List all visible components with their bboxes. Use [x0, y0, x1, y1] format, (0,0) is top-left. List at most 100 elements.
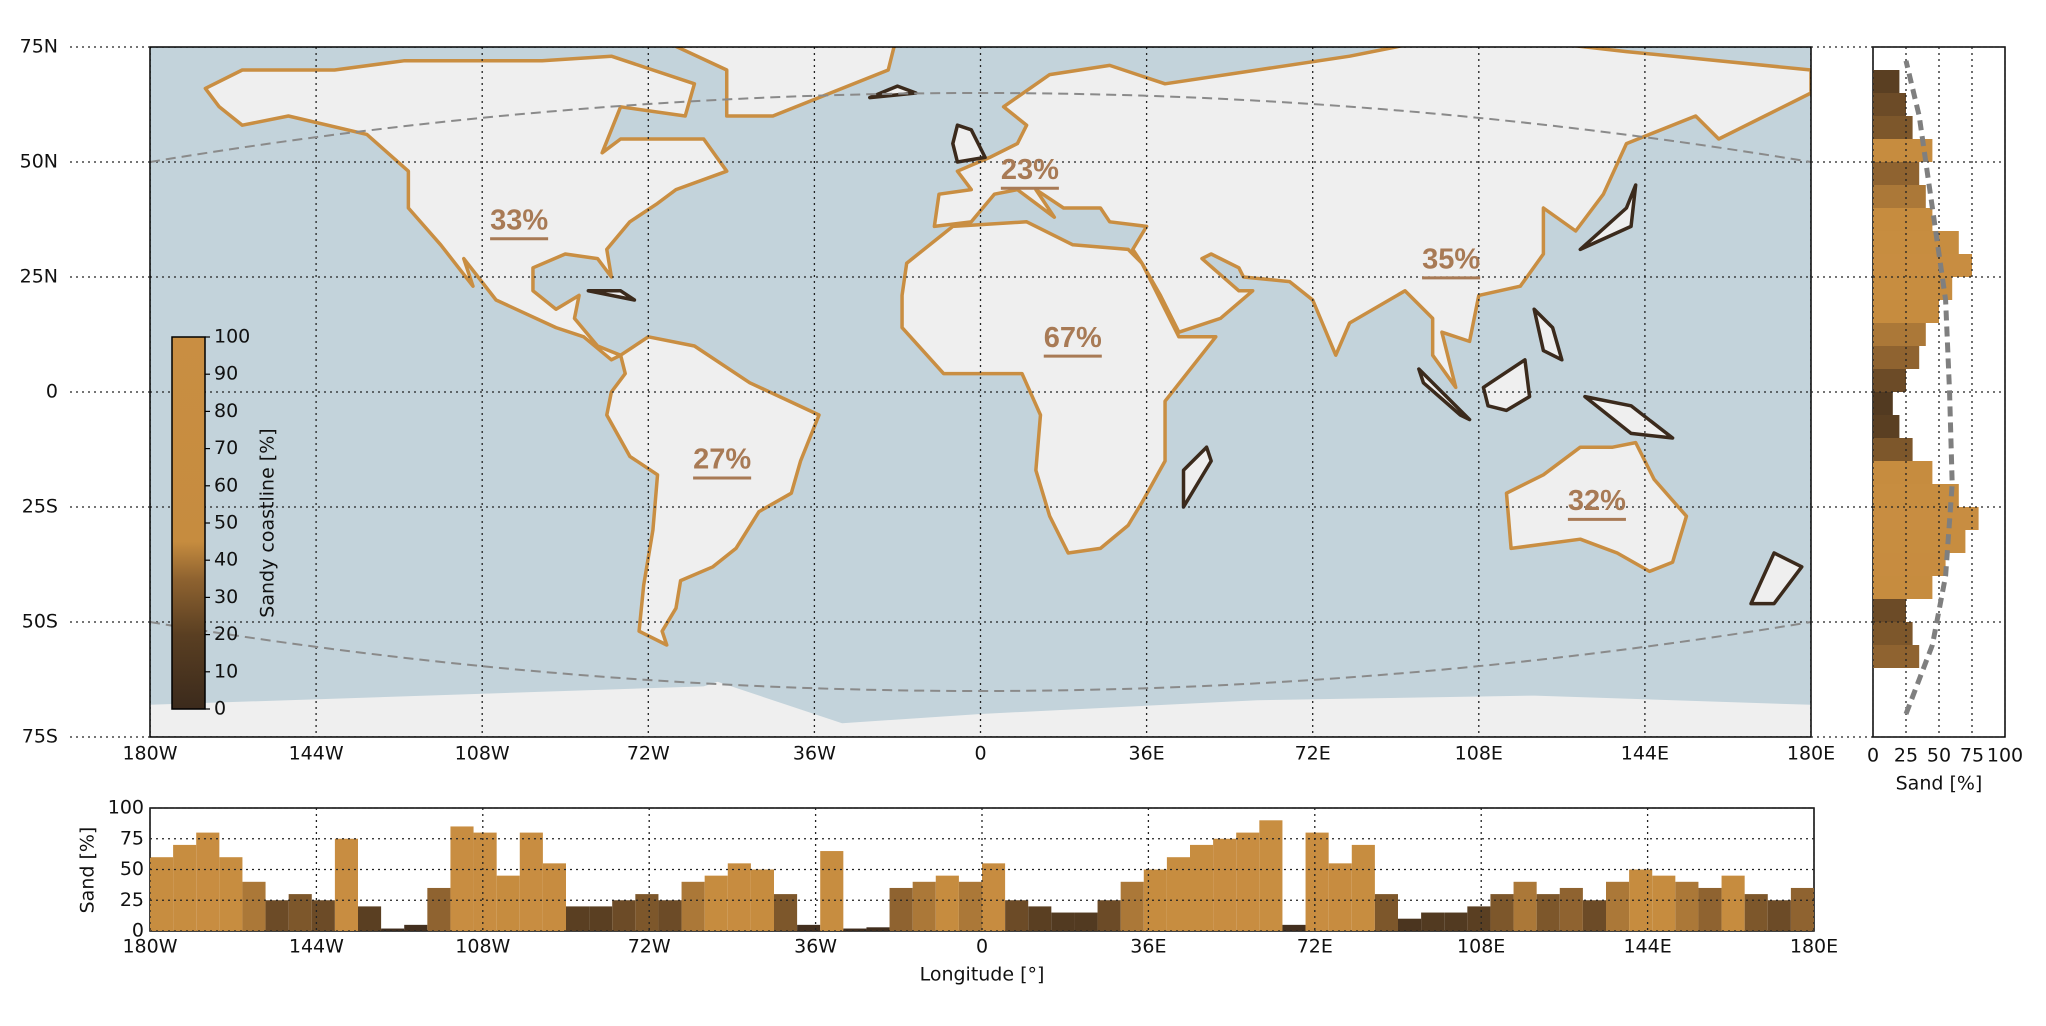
bar — [1398, 918, 1422, 931]
bar — [1582, 900, 1606, 931]
colorbar-tick-label: 70 — [214, 437, 238, 459]
bar — [704, 875, 728, 931]
map — [150, 47, 1811, 737]
colorbar-tick-label: 60 — [214, 474, 238, 496]
bar — [1467, 906, 1491, 931]
bar — [1698, 887, 1722, 931]
bar — [982, 863, 1006, 931]
x-tick-label: 25 — [1894, 745, 1918, 767]
bar — [1873, 231, 1959, 254]
bar — [1559, 887, 1583, 931]
bar — [1282, 924, 1306, 931]
colorbar — [171, 336, 206, 710]
bar — [542, 863, 566, 931]
bar — [473, 832, 497, 931]
bar — [681, 881, 705, 931]
bar — [1351, 844, 1375, 931]
colorbar-tick-label: 90 — [214, 363, 238, 385]
bar — [612, 900, 636, 931]
landmass — [605, 335, 821, 647]
x-tick-label: 36E — [1130, 936, 1166, 958]
dashed-curve — [150, 621, 1811, 692]
x-tick-label: 75 — [1960, 745, 1984, 767]
bar — [1120, 881, 1144, 931]
bar — [1873, 323, 1926, 346]
bar — [1051, 912, 1075, 931]
y-tick-label: 0 — [46, 381, 58, 403]
bar — [1328, 863, 1352, 931]
bar — [1873, 599, 1906, 622]
bar — [1305, 832, 1329, 931]
x-tick-label: 36W — [794, 936, 837, 958]
bar — [1873, 507, 1979, 530]
x-tick-label: 0 — [976, 936, 988, 958]
x-tick-label: 108W — [455, 936, 510, 958]
bar — [727, 863, 751, 931]
bar — [635, 894, 659, 931]
landmass — [1583, 394, 1675, 440]
x-tick-label: 72W — [627, 743, 670, 765]
colorbar-label: Sandy coastline [%] — [257, 428, 279, 617]
x-tick-label: 50 — [1927, 745, 1951, 767]
x-tick-label: 144W — [289, 936, 344, 958]
bar — [1873, 369, 1906, 392]
bar — [1873, 576, 1933, 599]
bar — [1097, 900, 1121, 931]
landmass — [1417, 367, 1472, 422]
bar — [889, 887, 913, 931]
bar — [1421, 912, 1445, 931]
bar — [1873, 139, 1933, 162]
landmass — [951, 123, 987, 164]
bar — [1790, 887, 1814, 931]
x-tick-label: 108E — [1455, 743, 1503, 765]
bar — [1873, 622, 1913, 645]
landmass — [1181, 445, 1213, 509]
bar — [1536, 894, 1560, 931]
landmass — [900, 220, 1218, 555]
bar — [1374, 894, 1398, 931]
region-share: 67% — [1044, 322, 1102, 354]
landmass — [586, 289, 637, 302]
bar — [1873, 254, 1972, 277]
bar — [1675, 881, 1699, 931]
y-tick-label: 100 — [108, 797, 144, 819]
bar — [196, 832, 220, 931]
histogram: 180W 144W 108W 72W 36W 0 36E 72E 108E 144E 180E 0 25… — [108, 797, 1838, 958]
map-grid — [150, 47, 1811, 737]
bar — [1074, 912, 1098, 931]
bar — [1873, 93, 1906, 116]
y-tick-label: 0 — [132, 920, 144, 942]
bar — [1513, 881, 1537, 931]
x-tick-label: 108W — [455, 743, 510, 765]
bar — [1721, 875, 1745, 931]
bar — [334, 838, 358, 931]
bar — [866, 927, 890, 931]
x-axis-label: Longitude [°] — [920, 964, 1045, 986]
colorbar-tick-label: 50 — [214, 512, 238, 534]
bar — [1652, 875, 1676, 931]
landmass — [1532, 307, 1564, 362]
bar — [658, 900, 682, 931]
bar — [1444, 912, 1468, 931]
colorbar-tick-label: 0 — [214, 698, 226, 720]
x-axis-label: Sand [%] — [1896, 773, 1983, 795]
y-tick-label: 25S — [22, 496, 58, 518]
bar — [1873, 162, 1920, 185]
x-tick-label: 144W — [289, 743, 344, 765]
y-tick-label: 50 — [120, 858, 144, 880]
bar — [496, 875, 520, 931]
x-tick-label: 108E — [1457, 936, 1505, 958]
bar — [173, 844, 197, 931]
bar — [242, 881, 266, 931]
bar — [820, 851, 844, 931]
bar — [311, 900, 335, 931]
colorbar-tick-label: 80 — [214, 400, 238, 422]
bar — [1873, 530, 1966, 553]
bar — [1873, 484, 1959, 507]
landmass — [1481, 358, 1532, 413]
colorbar-tick-label: 10 — [214, 660, 238, 682]
bar — [1166, 857, 1190, 931]
x-tick-label: 180E — [1790, 936, 1838, 958]
colorbar-tick-label: 30 — [214, 586, 238, 608]
